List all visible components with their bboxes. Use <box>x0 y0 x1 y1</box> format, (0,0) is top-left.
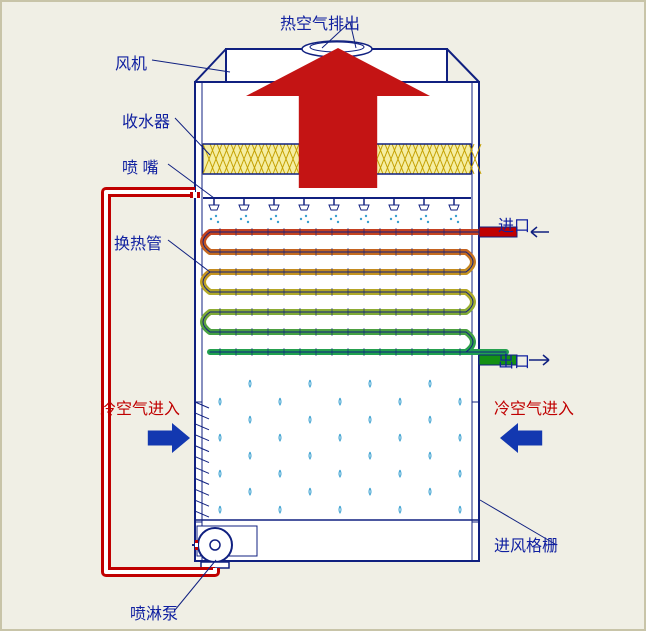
label-cold-air-right: 冷空气进入 <box>494 395 574 419</box>
label-inlet: 进口 <box>498 212 530 236</box>
label-cold-air-left: 冷空气进入 <box>100 395 180 419</box>
label-coil: 换热管 <box>114 230 162 254</box>
label-nozzle: 喷 嘴 <box>122 154 158 178</box>
label-eliminator: 收水器 <box>122 108 170 132</box>
label-louver: 进风格栅 <box>494 532 558 556</box>
label-outlet: 出口 <box>498 348 530 372</box>
label-fan: 风机 <box>115 50 147 74</box>
cooling-tower-diagram: 热空气排出 风机 收水器 喷 嘴 换热管 冷空气进入 冷空气进入 进口 出口 进… <box>0 0 646 631</box>
label-spray-pump: 喷淋泵 <box>130 600 178 624</box>
label-hot-air-out: 热空气排出 <box>280 10 360 34</box>
